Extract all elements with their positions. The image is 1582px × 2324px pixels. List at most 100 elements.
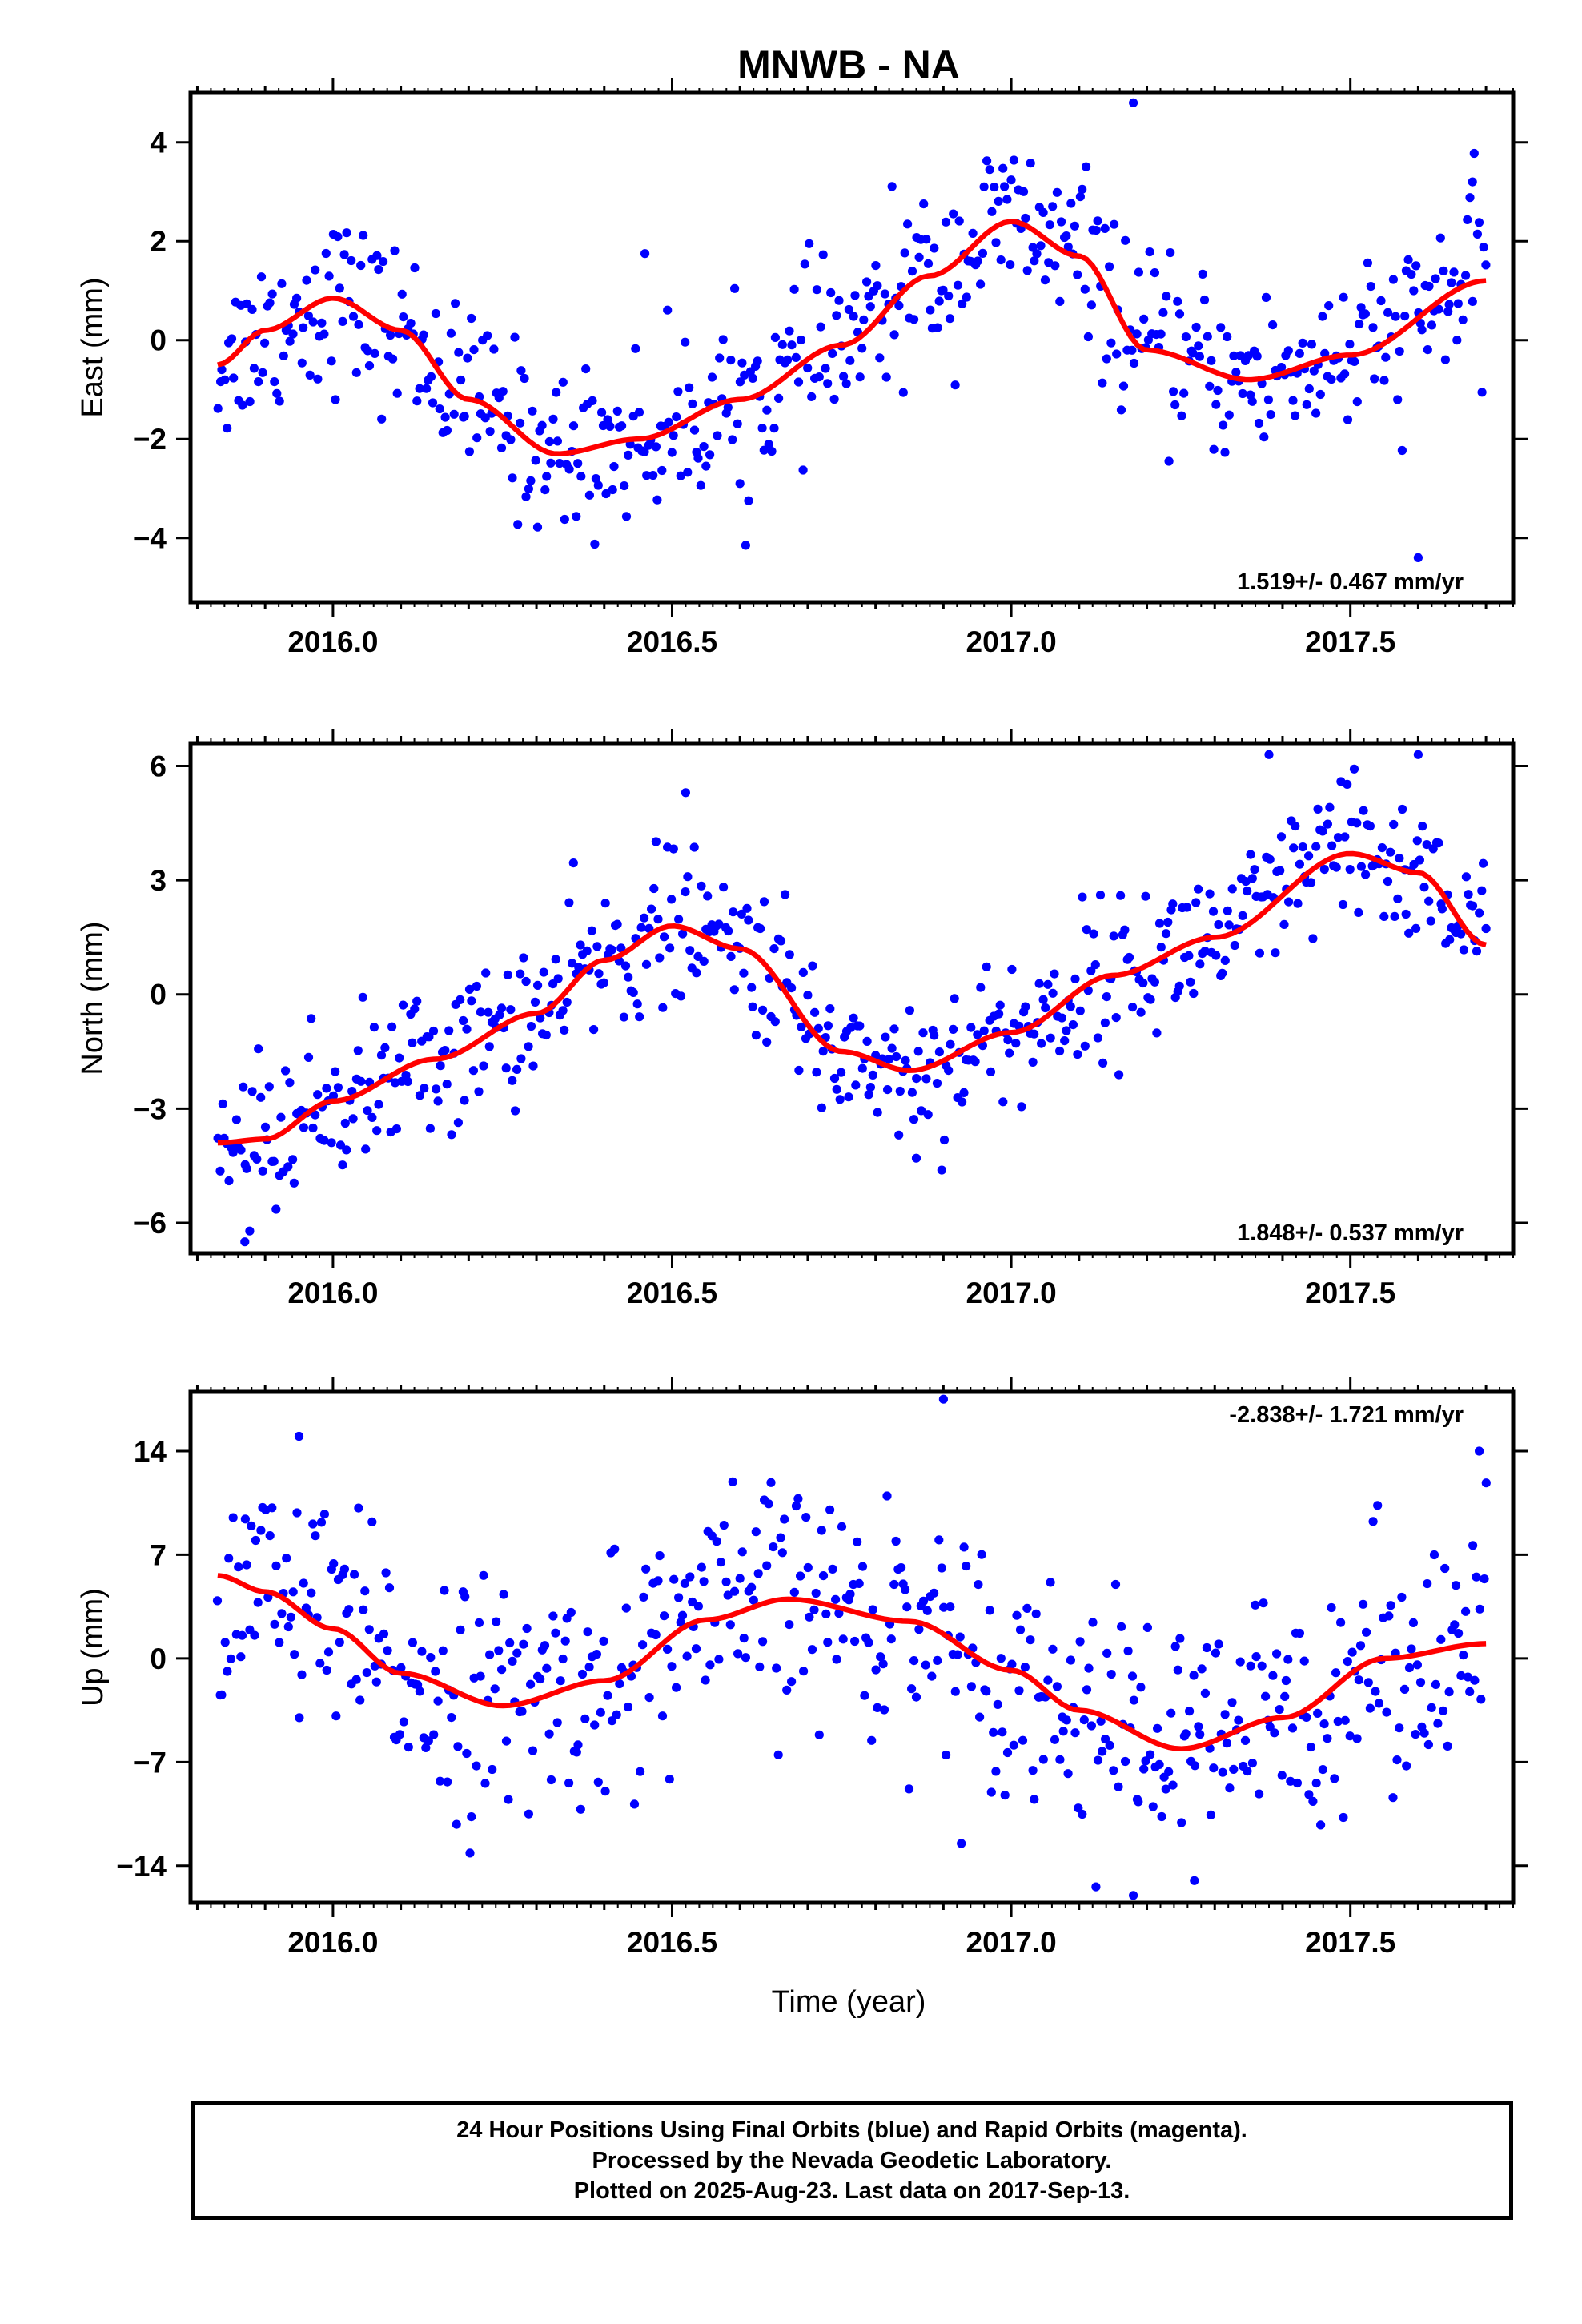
data-point — [707, 372, 717, 382]
data-point — [1261, 1691, 1271, 1701]
data-point — [282, 1554, 291, 1563]
data-point — [1327, 1602, 1336, 1613]
data-point — [1202, 1642, 1211, 1653]
data-point — [1156, 943, 1166, 952]
data-point — [459, 1015, 468, 1026]
data-point — [692, 968, 701, 978]
data-point — [615, 1679, 624, 1689]
data-point — [1195, 959, 1205, 969]
data-point — [1129, 1695, 1138, 1705]
data-point — [247, 1087, 257, 1096]
data-point — [860, 1691, 869, 1700]
footer-line-3: Plotted on 2025-Aug-23. Last data on 201… — [573, 2178, 1130, 2204]
data-point — [420, 1084, 429, 1093]
data-point — [979, 182, 989, 191]
data-point — [672, 412, 681, 422]
east-fit-curve — [217, 219, 1487, 456]
data-point — [876, 1652, 885, 1662]
data-point — [892, 1051, 901, 1062]
data-point — [909, 1656, 919, 1666]
data-point — [485, 427, 495, 436]
data-point — [381, 1568, 391, 1578]
data-point — [1404, 1663, 1415, 1673]
data-point — [271, 1204, 281, 1214]
data-point — [623, 1702, 633, 1712]
data-point — [657, 1711, 668, 1721]
data-point — [1481, 923, 1491, 934]
data-point — [878, 1659, 888, 1669]
data-point — [256, 1526, 266, 1535]
data-point — [484, 1042, 494, 1051]
data-point — [383, 1646, 392, 1655]
data-point — [380, 1043, 390, 1052]
data-point — [1243, 887, 1252, 896]
data-point — [496, 443, 507, 453]
data-point — [862, 277, 872, 287]
data-point — [1379, 911, 1389, 921]
data-point — [1136, 1007, 1146, 1017]
data-point — [839, 372, 849, 381]
data-point — [1186, 977, 1195, 987]
data-point — [338, 1160, 347, 1170]
data-point — [1304, 851, 1314, 861]
data-point — [1327, 841, 1337, 850]
data-point — [1295, 348, 1304, 358]
data-point — [1003, 1035, 1013, 1045]
data-point — [229, 373, 239, 383]
data-point — [1084, 1663, 1094, 1673]
data-point — [653, 915, 663, 924]
data-point — [1141, 891, 1150, 901]
data-point — [476, 1007, 486, 1017]
data-point — [1222, 1739, 1231, 1748]
data-point — [715, 353, 725, 363]
data-point — [911, 1153, 921, 1163]
data-point — [1043, 979, 1053, 989]
data-point — [797, 1022, 806, 1031]
data-point — [601, 489, 611, 499]
data-point — [701, 1675, 710, 1685]
data-point — [1319, 1719, 1329, 1729]
data-point — [667, 448, 677, 457]
data-point — [1261, 292, 1271, 302]
data-point — [884, 1055, 894, 1064]
data-point — [599, 978, 609, 987]
data-point — [636, 1767, 645, 1776]
data-point — [265, 1531, 275, 1541]
data-point — [1280, 1691, 1290, 1701]
data-point — [237, 1630, 247, 1640]
data-point — [467, 1812, 476, 1822]
data-point — [212, 1596, 223, 1606]
data-point — [865, 1083, 875, 1092]
data-point — [1304, 384, 1314, 394]
data-point — [497, 1665, 507, 1675]
data-point — [431, 1667, 440, 1676]
data-point — [1407, 1644, 1416, 1654]
data-point — [846, 1023, 856, 1032]
data-point — [412, 996, 422, 1006]
data-point — [1475, 1604, 1484, 1614]
data-point — [777, 340, 787, 349]
data-point — [994, 1009, 1004, 1019]
data-point — [593, 480, 603, 490]
data-point — [641, 1564, 651, 1574]
data-point — [946, 1039, 955, 1049]
data-point — [1011, 1039, 1021, 1048]
data-point — [1028, 1057, 1038, 1067]
data-point — [854, 1578, 864, 1588]
data-point — [260, 1122, 271, 1132]
data-point — [1429, 1550, 1439, 1560]
data-point — [435, 404, 444, 414]
data-point — [398, 1000, 408, 1010]
data-point — [850, 1636, 860, 1647]
data-point — [641, 959, 652, 969]
data-point — [1037, 1039, 1046, 1048]
data-point — [1209, 1763, 1219, 1773]
data-point — [787, 340, 797, 350]
data-point — [697, 881, 706, 891]
data-point — [428, 1026, 439, 1036]
data-point — [1017, 1102, 1026, 1112]
data-point — [665, 943, 675, 953]
data-point — [1164, 456, 1174, 466]
data-point — [1009, 1740, 1018, 1750]
data-point — [682, 1651, 692, 1661]
